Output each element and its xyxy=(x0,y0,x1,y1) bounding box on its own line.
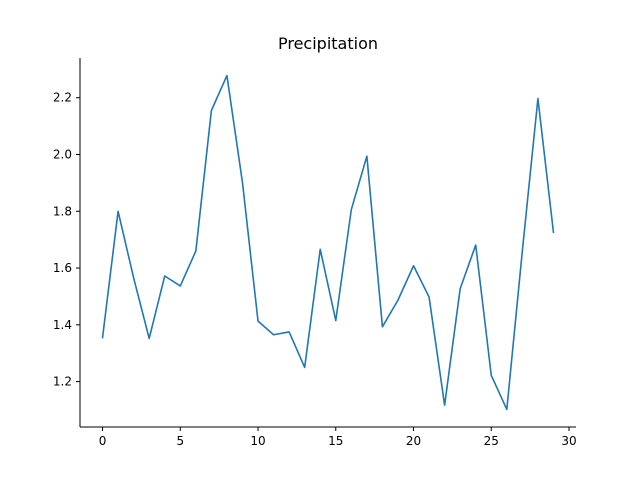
x-tick-label: 0 xyxy=(99,434,107,448)
x-tick-label: 5 xyxy=(176,434,184,448)
y-tick-label: 1.8 xyxy=(53,204,72,218)
y-tick-label: 2.0 xyxy=(53,148,72,162)
x-tick-label: 25 xyxy=(484,434,499,448)
plot-axes xyxy=(79,58,576,428)
x-axis-ticks: 0 5 10 15 20 25 30 xyxy=(99,427,577,448)
precipitation-line xyxy=(101,74,555,411)
y-tick-label: 1.2 xyxy=(53,375,72,389)
y-tick-label: 1.6 xyxy=(53,261,72,275)
x-tick-label: 10 xyxy=(250,434,265,448)
chart-title: Precipitation xyxy=(278,34,378,53)
y-tick-label: 1.4 xyxy=(53,318,72,332)
series-group xyxy=(101,74,555,411)
x-tick-label: 20 xyxy=(406,434,421,448)
x-tick-label: 15 xyxy=(328,434,343,448)
x-tick-label: 30 xyxy=(561,434,576,448)
y-tick-label: 2.2 xyxy=(53,91,72,105)
y-axis-ticks: 1.2 1.4 1.6 1.8 2.0 2.2 xyxy=(53,91,80,389)
